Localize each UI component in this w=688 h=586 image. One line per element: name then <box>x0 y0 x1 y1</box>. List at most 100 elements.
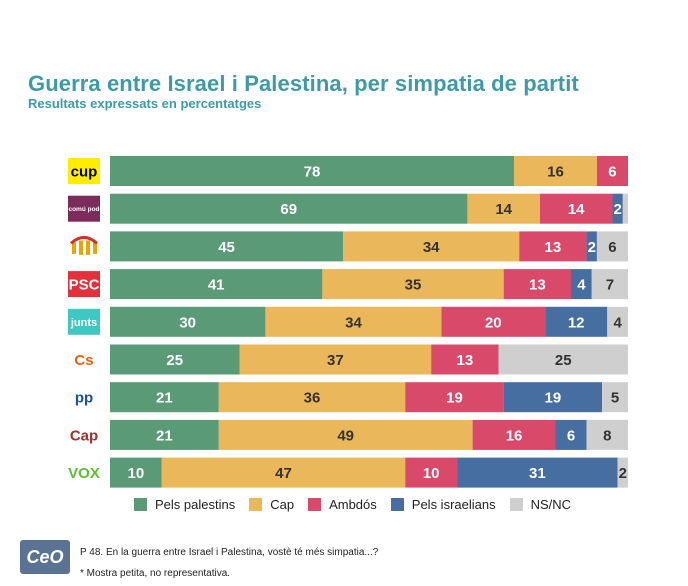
bar-segment <box>265 306 442 337</box>
data-label: 13 <box>529 277 546 294</box>
data-label: 10 <box>128 465 145 482</box>
bar-segment <box>617 457 628 488</box>
data-label: 5 <box>611 390 619 407</box>
data-label: 4 <box>613 314 622 331</box>
party-logo-bg <box>68 384 100 411</box>
bar-segment <box>218 382 406 413</box>
data-label: 13 <box>456 352 473 369</box>
bar-segment <box>110 457 162 488</box>
bar-segment <box>602 382 628 413</box>
legend-label: Pels palestins <box>155 497 236 512</box>
data-label: 34 <box>345 314 362 331</box>
legend-label: Pels israelians <box>411 497 496 512</box>
data-label: 6 <box>608 164 616 181</box>
party-logo-comuns: en comú podem <box>59 195 109 222</box>
legend-item: Pels israelians <box>390 497 496 512</box>
party-logo-label: cup <box>71 163 98 180</box>
data-label: 6 <box>608 239 616 256</box>
party-logo-bg <box>68 271 100 298</box>
bar-segment <box>467 193 540 224</box>
bar-segment <box>110 269 323 300</box>
party-logo-bg <box>68 308 100 335</box>
bar-segment <box>539 193 613 224</box>
data-label: 16 <box>506 427 523 444</box>
party-logo-junts: junts <box>68 308 100 335</box>
data-label: 31 <box>529 465 546 482</box>
legend-swatch <box>308 498 322 511</box>
data-label: 12 <box>568 314 585 331</box>
data-label: 34 <box>423 239 440 256</box>
bar-segment <box>503 382 603 413</box>
party-logo-cs: Cs <box>68 346 100 373</box>
party-logo-stripe <box>93 242 97 254</box>
footnote-sample: * Mostra petita, no representativa. <box>80 568 231 579</box>
data-label: 21 <box>156 427 173 444</box>
bar-segment <box>545 306 608 337</box>
bar-segment <box>586 231 597 262</box>
bar-segment <box>612 193 623 224</box>
data-label: 2 <box>588 239 596 256</box>
party-logo-label: VOX <box>68 465 100 482</box>
data-label: 47 <box>275 465 292 482</box>
bar-segment <box>472 419 556 450</box>
data-label: 14 <box>568 201 585 218</box>
data-label: 8 <box>603 427 611 444</box>
data-label: 36 <box>304 390 321 407</box>
party-logo-pp: pp <box>68 384 100 411</box>
chart-subtitle: Resultats expressats en percentatges <box>28 96 262 111</box>
data-label: 20 <box>485 314 502 331</box>
data-label: 37 <box>327 352 344 369</box>
party-logo-stripe <box>79 240 83 255</box>
data-label: 13 <box>545 239 562 256</box>
party-logo-label: pp <box>75 390 93 407</box>
party-logo-vox: VOX <box>68 459 100 486</box>
bar-segment <box>110 344 240 375</box>
legend-swatch <box>390 498 404 511</box>
bar-segment <box>110 193 468 224</box>
party-logo-label: Cap <box>70 427 98 444</box>
bar-segment <box>498 344 628 375</box>
bar-segment <box>343 231 520 262</box>
data-label: 78 <box>304 164 321 181</box>
data-label: 45 <box>218 239 235 256</box>
legend-label: NS/NC <box>530 497 572 512</box>
bar-segment <box>405 382 504 413</box>
data-label: 69 <box>280 201 297 218</box>
party-logo-bg <box>68 195 100 222</box>
bar-segment <box>586 419 628 450</box>
bar-segment <box>405 457 458 488</box>
bar-segment <box>441 306 546 337</box>
data-label: 25 <box>166 352 183 369</box>
bar-segment <box>555 419 587 450</box>
ceo-logo: CeO <box>20 540 70 574</box>
data-label: 16 <box>547 164 564 181</box>
legend-swatch <box>249 498 263 511</box>
party-logo-erc <box>68 233 100 260</box>
bar-segment <box>519 231 587 262</box>
chart-title: Guerra entre Israel i Palestina, per sim… <box>28 71 579 96</box>
data-label: 2 <box>619 465 627 482</box>
party-logo-label: PSC <box>69 277 100 294</box>
party-logo-bg <box>68 346 100 373</box>
party-logo-cap: Cap <box>68 421 100 448</box>
bar-segment <box>596 231 628 262</box>
bar-segment <box>622 193 628 224</box>
party-logo-bg <box>68 459 100 486</box>
bar-segment <box>591 269 628 300</box>
data-label: 14 <box>495 201 512 218</box>
footnote-question: P 48. En la guerra entre Israel i Palest… <box>80 547 379 558</box>
legend-swatch <box>134 498 147 511</box>
party-logo-label: en comú podem <box>59 206 109 213</box>
data-label: 6 <box>567 427 575 444</box>
bar-segment <box>607 306 628 337</box>
legend-label: Cap <box>270 497 295 512</box>
data-label: 49 <box>337 427 354 444</box>
party-logo-bg <box>68 158 100 184</box>
bar-segment <box>110 419 219 450</box>
legend-label: Ambdós <box>329 497 377 512</box>
ceo-logo-text: CeO <box>26 546 64 567</box>
bar-segment <box>322 269 504 300</box>
party-logo-label: junts <box>70 317 97 329</box>
data-label: 30 <box>179 314 196 331</box>
bar-segment <box>161 457 406 488</box>
